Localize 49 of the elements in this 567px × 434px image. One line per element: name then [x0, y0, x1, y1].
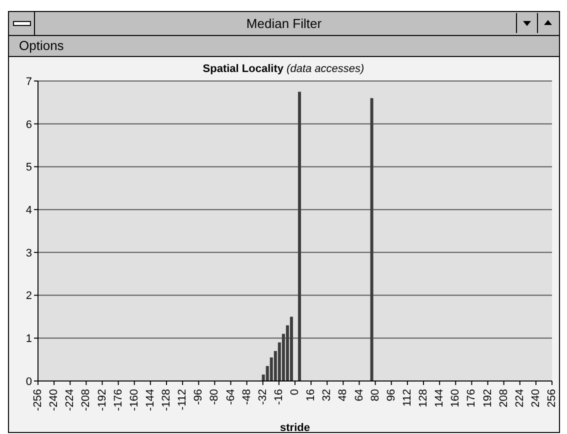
x-tick-label: -32: [256, 389, 269, 405]
text: Options: [9, 36, 559, 57]
x-tick-label: 144: [434, 389, 446, 408]
y-tick-label: 5: [26, 162, 32, 174]
x-tick-label: 240: [530, 389, 542, 408]
x-tick-label: 192: [482, 389, 494, 408]
text: Median Filter: [246, 16, 322, 31]
x-tick-label: -112: [176, 389, 189, 410]
x-tick-label: 160: [450, 389, 462, 408]
x-tick-label: 256: [546, 389, 558, 408]
bar: [298, 92, 302, 381]
x-tick-label: 224: [514, 389, 526, 408]
x-tick-label: -240: [48, 389, 60, 412]
x-tick-label: -48: [240, 389, 253, 405]
x-tick-label: -128: [160, 389, 172, 412]
x-tick-label: -144: [144, 389, 156, 412]
x-tick-label: 80: [369, 389, 382, 402]
x-tick-label: 208: [498, 389, 510, 408]
x-tick-label: -80: [208, 389, 221, 405]
chart-title: Spatial Locality: [202, 63, 284, 75]
y-tick-label: 3: [26, 247, 32, 260]
y-tick-label: 1: [26, 333, 32, 346]
x-tick-label: 0: [289, 389, 301, 396]
x-tick-label: -208: [80, 389, 92, 412]
x-tick-label: -96: [192, 389, 205, 405]
x-tick-label: -176: [112, 389, 124, 412]
chart-subtitle: (data accesses): [286, 63, 364, 75]
x-axis-title: stride: [280, 422, 310, 434]
bar: [370, 98, 374, 381]
y-tick-label: 0: [26, 376, 32, 388]
y-tick-label: 2: [26, 290, 32, 302]
x-tick-label: 64: [353, 389, 366, 402]
x-tick-label: 176: [466, 389, 478, 408]
x-tick-label: -256: [32, 389, 44, 412]
x-tick-label: -192: [96, 389, 108, 412]
x-tick-label: 16: [305, 389, 318, 402]
x-tick-label: -160: [128, 389, 140, 412]
x-tick-label: 112: [401, 389, 414, 407]
x-tick-label: 96: [385, 389, 398, 402]
x-tick-label: 32: [321, 389, 334, 402]
y-tick-label: 4: [26, 204, 32, 216]
x-tick-label: -16: [272, 389, 285, 405]
bar: [290, 316, 293, 381]
y-tick-label: 7: [26, 76, 32, 88]
y-tick-label: 6: [26, 118, 32, 131]
x-tick-label: 128: [418, 389, 430, 408]
x-tick-label: 48: [337, 389, 350, 402]
x-tick-label: -224: [64, 389, 76, 412]
x-tick-label: -64: [224, 389, 237, 405]
